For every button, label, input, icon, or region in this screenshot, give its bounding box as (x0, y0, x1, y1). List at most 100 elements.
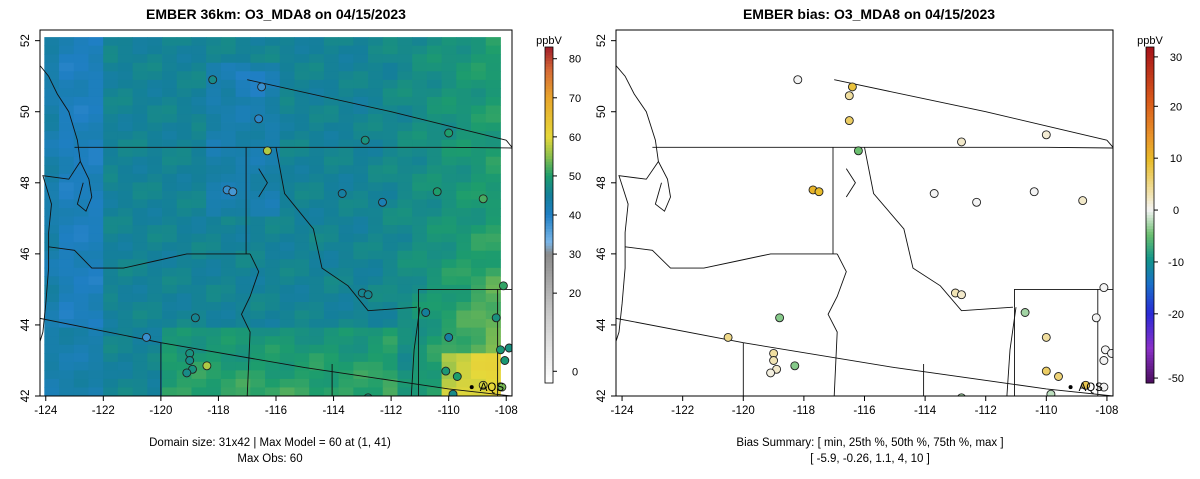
colorbar-segment (545, 293, 553, 297)
colorbar-segment (545, 259, 553, 264)
heatmap-cell (441, 173, 457, 183)
heatmap-cell (147, 302, 163, 311)
heatmap-cell (471, 190, 487, 200)
heatmap-cell (485, 336, 501, 346)
heatmap-cell (147, 293, 163, 303)
x-axis: -124 -122 -120 -118 -116 -114 -112 -110 -108 (611, 396, 1118, 417)
colorbar-segment (1146, 100, 1154, 104)
heatmap-cell (368, 259, 384, 269)
heatmap-cell (485, 71, 501, 81)
heatmap-cell (162, 208, 178, 217)
heatmap-cell (162, 387, 178, 396)
heatmap-cell (382, 105, 398, 115)
heatmap-cell (441, 225, 457, 235)
heatmap-cell (88, 259, 104, 269)
heatmap-cell (162, 216, 178, 226)
colorbar-tick-label: 0 (572, 366, 578, 378)
heatmap-cell (250, 62, 266, 72)
heatmap-cell (471, 319, 487, 329)
heatmap-cell (309, 353, 325, 363)
colorbar-segment (1146, 181, 1154, 185)
heatmap-cell (103, 267, 119, 277)
colorbar-segment (545, 282, 553, 286)
station-marker (504, 343, 512, 353)
heatmap-cell (353, 199, 369, 209)
heatmap-cell (397, 370, 413, 380)
heatmap-cell (206, 259, 222, 269)
heatmap-cell (235, 336, 251, 346)
heatmap-cell (191, 233, 207, 243)
heatmap-cell (294, 139, 310, 149)
heatmap-cell (309, 131, 325, 141)
heatmap-cell (103, 139, 119, 149)
colorbar-segment (545, 161, 553, 166)
heatmap-cell (338, 139, 354, 149)
heatmap-cell (132, 54, 148, 64)
colorbar-segment (1146, 108, 1154, 112)
heatmap-cell (382, 310, 398, 320)
station-marker (441, 366, 451, 376)
colorbar-segment (1146, 220, 1154, 224)
colorbar-segment (1146, 128, 1154, 132)
station-marker (929, 189, 939, 198)
heatmap-cell (456, 225, 472, 235)
aqs-label: AQS (1079, 382, 1104, 394)
heatmap-cell (426, 190, 443, 200)
heatmap-cell (368, 336, 384, 346)
heatmap-cell (485, 293, 501, 303)
heatmap-cell (265, 88, 281, 98)
heatmap-cell (147, 310, 163, 320)
heatmap-cell (323, 173, 340, 183)
heatmap-cell (279, 250, 295, 260)
heatmap-cell (220, 361, 237, 371)
heatmap-cell (412, 327, 428, 337)
colorbar-segment (1146, 131, 1154, 135)
heatmap-cell (382, 54, 398, 64)
heatmap-cell (206, 284, 222, 294)
heatmap-cell (426, 62, 443, 72)
station-marker (337, 189, 347, 198)
heatmap-cell (294, 250, 310, 260)
heatmap-cell (206, 319, 222, 329)
colorbar-tick-label: 30 (569, 249, 581, 261)
heatmap-cell (279, 387, 295, 396)
colorbar-segment (545, 371, 553, 376)
heatmap-cell (353, 71, 369, 81)
heatmap-cell (162, 242, 178, 252)
y-tick-label: 52 (20, 34, 32, 47)
heatmap-cell (235, 45, 251, 55)
heatmap-cell (162, 267, 178, 277)
heatmap-cell (59, 225, 75, 235)
heatmap-cell (265, 71, 281, 81)
heatmap-cell (412, 378, 428, 388)
heatmap-cell (397, 45, 413, 55)
heatmap-cell (265, 267, 281, 277)
heatmap-cell (117, 156, 134, 166)
heatmap-cell (250, 284, 266, 294)
heatmap-cell (176, 71, 192, 81)
heatmap-cell (132, 336, 148, 346)
heatmap-cell (456, 105, 472, 115)
heatmap-cell (103, 45, 119, 55)
heatmap-cell (44, 259, 60, 269)
heatmap-cell (353, 96, 369, 106)
heatmap-cell (132, 327, 148, 337)
heatmap-cell (191, 79, 207, 89)
heatmap-cell (59, 139, 75, 149)
heatmap-cell (441, 148, 457, 158)
heatmap-cell (235, 88, 251, 98)
heatmap-cell (44, 131, 60, 141)
heatmap-cell (368, 216, 384, 226)
heatmap-cell (412, 62, 428, 72)
heatmap-cell (485, 182, 501, 192)
heatmap-cell (147, 105, 163, 115)
heatmap-cell (294, 302, 310, 311)
heatmap-cell (485, 62, 501, 72)
heatmap-cell (323, 131, 340, 141)
heatmap-cell (117, 62, 134, 72)
heatmap-cell (191, 37, 207, 47)
heatmap-cell (191, 250, 207, 260)
colorbar-segment (545, 136, 553, 140)
heatmap-cell (265, 208, 281, 217)
heatmap-cell (294, 88, 310, 98)
